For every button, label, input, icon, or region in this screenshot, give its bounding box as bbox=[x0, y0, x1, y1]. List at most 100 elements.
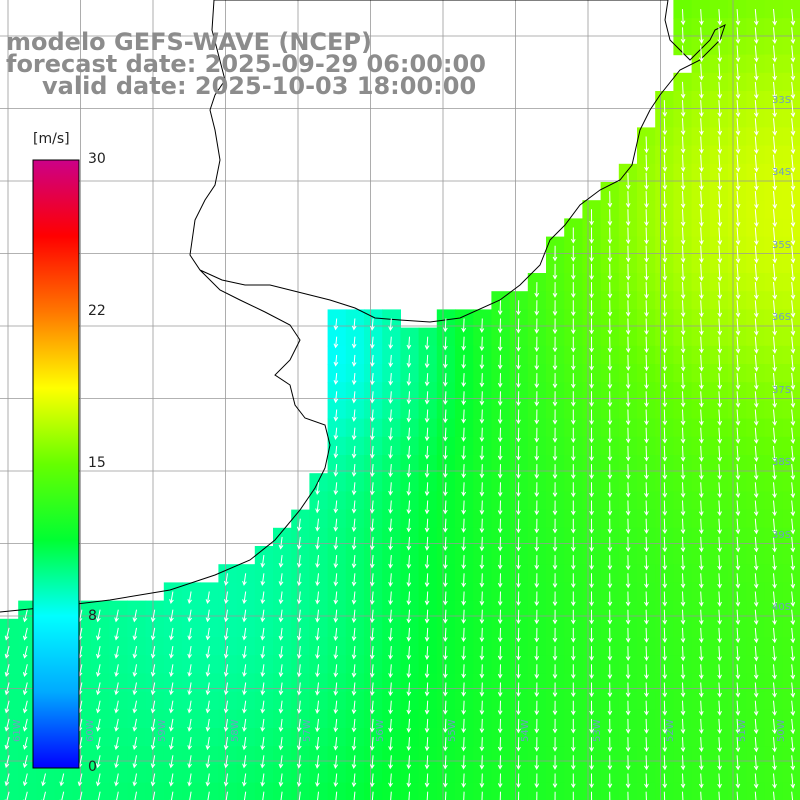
wind-arrow bbox=[150, 700, 156, 714]
wind-arrow bbox=[516, 445, 521, 461]
wind-arrow bbox=[790, 737, 796, 753]
wind-arrow bbox=[644, 555, 649, 571]
colorbar-tick-8: 8 bbox=[88, 608, 97, 624]
wind-arrow bbox=[790, 263, 796, 282]
wind-arrow bbox=[680, 409, 686, 426]
wind-arrow bbox=[4, 645, 10, 659]
wind-arrow bbox=[662, 682, 668, 698]
wind-arrow bbox=[461, 482, 467, 497]
wind-arrow bbox=[388, 609, 393, 624]
wind-arrow bbox=[772, 27, 777, 45]
wind-arrow bbox=[424, 500, 430, 515]
wind-arrow bbox=[333, 391, 339, 404]
wind-arrow bbox=[497, 336, 503, 352]
wind-arrow bbox=[625, 573, 631, 589]
wind-arrow bbox=[790, 191, 796, 209]
wind-arrow bbox=[406, 482, 412, 496]
lat-label: 39S bbox=[772, 530, 792, 541]
wind-arrow bbox=[735, 100, 741, 118]
wind-arrow bbox=[4, 773, 10, 787]
wind-arrow bbox=[4, 682, 10, 696]
wind-arrow bbox=[424, 773, 430, 788]
wind-arrow bbox=[717, 646, 722, 662]
wind-arrow bbox=[680, 427, 686, 444]
wind-arrow bbox=[754, 227, 759, 246]
wind-arrow bbox=[570, 518, 576, 534]
wind-arrow bbox=[370, 391, 375, 404]
wind-arrow bbox=[461, 682, 467, 697]
wind-arrow bbox=[698, 627, 704, 644]
wind-arrow bbox=[516, 627, 521, 643]
wind-arrow bbox=[790, 755, 796, 771]
colorbar-tick-22: 22 bbox=[88, 303, 106, 319]
wind-arrow bbox=[790, 609, 796, 626]
wind-arrow bbox=[625, 718, 631, 734]
wind-arrow bbox=[662, 100, 668, 117]
wind-arrow bbox=[534, 591, 540, 607]
wind-arrow bbox=[333, 646, 339, 660]
wind-arrow bbox=[735, 573, 741, 589]
wind-arrow bbox=[570, 300, 576, 317]
wind-arrow bbox=[333, 336, 339, 349]
wind-arrow bbox=[699, 172, 704, 191]
wind-arrow bbox=[625, 700, 631, 716]
wind-cell bbox=[491, 782, 511, 800]
wind-arrow bbox=[296, 737, 302, 751]
wind-arrow bbox=[644, 263, 649, 281]
lat-label: 34S bbox=[772, 167, 792, 178]
wind-arrow bbox=[479, 573, 485, 588]
wind-arrow bbox=[772, 9, 777, 26]
wind-arrow bbox=[552, 263, 558, 280]
wind-arrow bbox=[406, 536, 412, 551]
wind-arrow bbox=[662, 664, 668, 680]
wind-arrow bbox=[644, 737, 649, 753]
wind-arrow bbox=[625, 318, 631, 335]
wind-arrow bbox=[223, 573, 229, 586]
wind-arrow bbox=[243, 791, 247, 800]
wind-arrow bbox=[114, 682, 119, 696]
wind-arrow bbox=[351, 427, 357, 441]
wind-arrow bbox=[699, 318, 704, 336]
wind-arrow bbox=[351, 627, 357, 642]
wind-arrow bbox=[424, 409, 430, 423]
wind-arrow bbox=[388, 391, 394, 404]
wind-arrow bbox=[516, 700, 521, 716]
wind-arrow bbox=[424, 573, 430, 588]
wind-cell bbox=[455, 782, 474, 800]
wind-arrow bbox=[772, 263, 778, 282]
wind-arrow bbox=[369, 646, 375, 660]
wind-arrow bbox=[698, 718, 704, 735]
wind-arrow bbox=[22, 664, 28, 678]
wind-arrow bbox=[717, 737, 722, 753]
wind-arrow bbox=[791, 791, 794, 800]
wind-arrow bbox=[150, 609, 156, 623]
wind-arrow bbox=[717, 518, 722, 535]
wind-arrow bbox=[516, 555, 521, 570]
wind-arrow bbox=[552, 518, 558, 534]
wind-arrow bbox=[698, 482, 704, 499]
wind-arrow bbox=[369, 536, 375, 551]
wind-arrow bbox=[552, 445, 558, 462]
wind-arrow bbox=[443, 409, 448, 424]
wind-arrow bbox=[662, 282, 668, 300]
wind-arrow bbox=[406, 627, 412, 642]
wind-arrow bbox=[223, 682, 229, 696]
wind-arrow bbox=[625, 354, 631, 372]
wind-arrow bbox=[753, 354, 759, 372]
wind-arrow bbox=[516, 718, 521, 734]
wind-arrow bbox=[680, 573, 686, 589]
wind-arrow bbox=[625, 172, 631, 190]
wind-arrow bbox=[754, 172, 759, 191]
wind-arrow bbox=[735, 737, 741, 753]
wind-arrow bbox=[644, 627, 649, 643]
wind-arrow bbox=[662, 646, 668, 662]
wind-arrow bbox=[698, 591, 704, 607]
wind-arrow bbox=[698, 609, 704, 625]
wind-arrow bbox=[753, 391, 759, 408]
wind-arrow bbox=[735, 391, 741, 408]
wind-arrow bbox=[735, 536, 741, 553]
wind-arrow bbox=[644, 609, 649, 625]
wind-arrow bbox=[589, 263, 594, 281]
wind-cell bbox=[273, 782, 292, 800]
